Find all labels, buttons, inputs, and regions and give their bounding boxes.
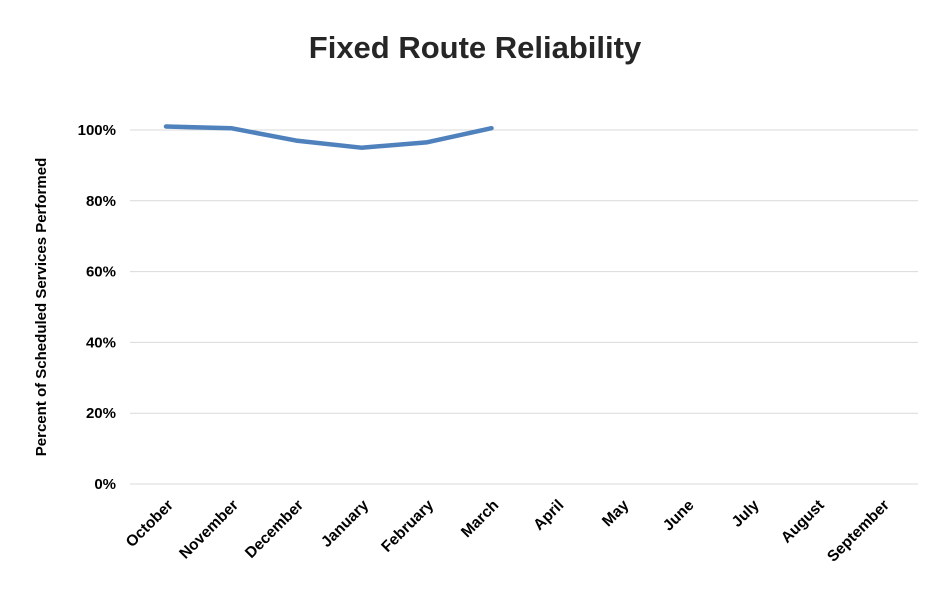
y-tick-label-100: 100% xyxy=(78,122,116,139)
y-tick-label-40: 40% xyxy=(86,334,116,351)
chart-title: Fixed Route Reliability xyxy=(309,30,642,65)
y-axis-title: Percent of Scheduled Services Performed xyxy=(33,158,50,456)
gridlines xyxy=(130,129,918,485)
y-tick-label-20: 20% xyxy=(86,405,116,422)
reliability-line-series xyxy=(163,124,494,150)
y-tick-label-80: 80% xyxy=(86,193,116,210)
y-tick-label-60: 60% xyxy=(86,264,116,281)
y-axis-tick-labels: 0% 20% 40% 60% 80% 100% xyxy=(78,122,116,493)
y-tick-label-0: 0% xyxy=(94,476,116,493)
